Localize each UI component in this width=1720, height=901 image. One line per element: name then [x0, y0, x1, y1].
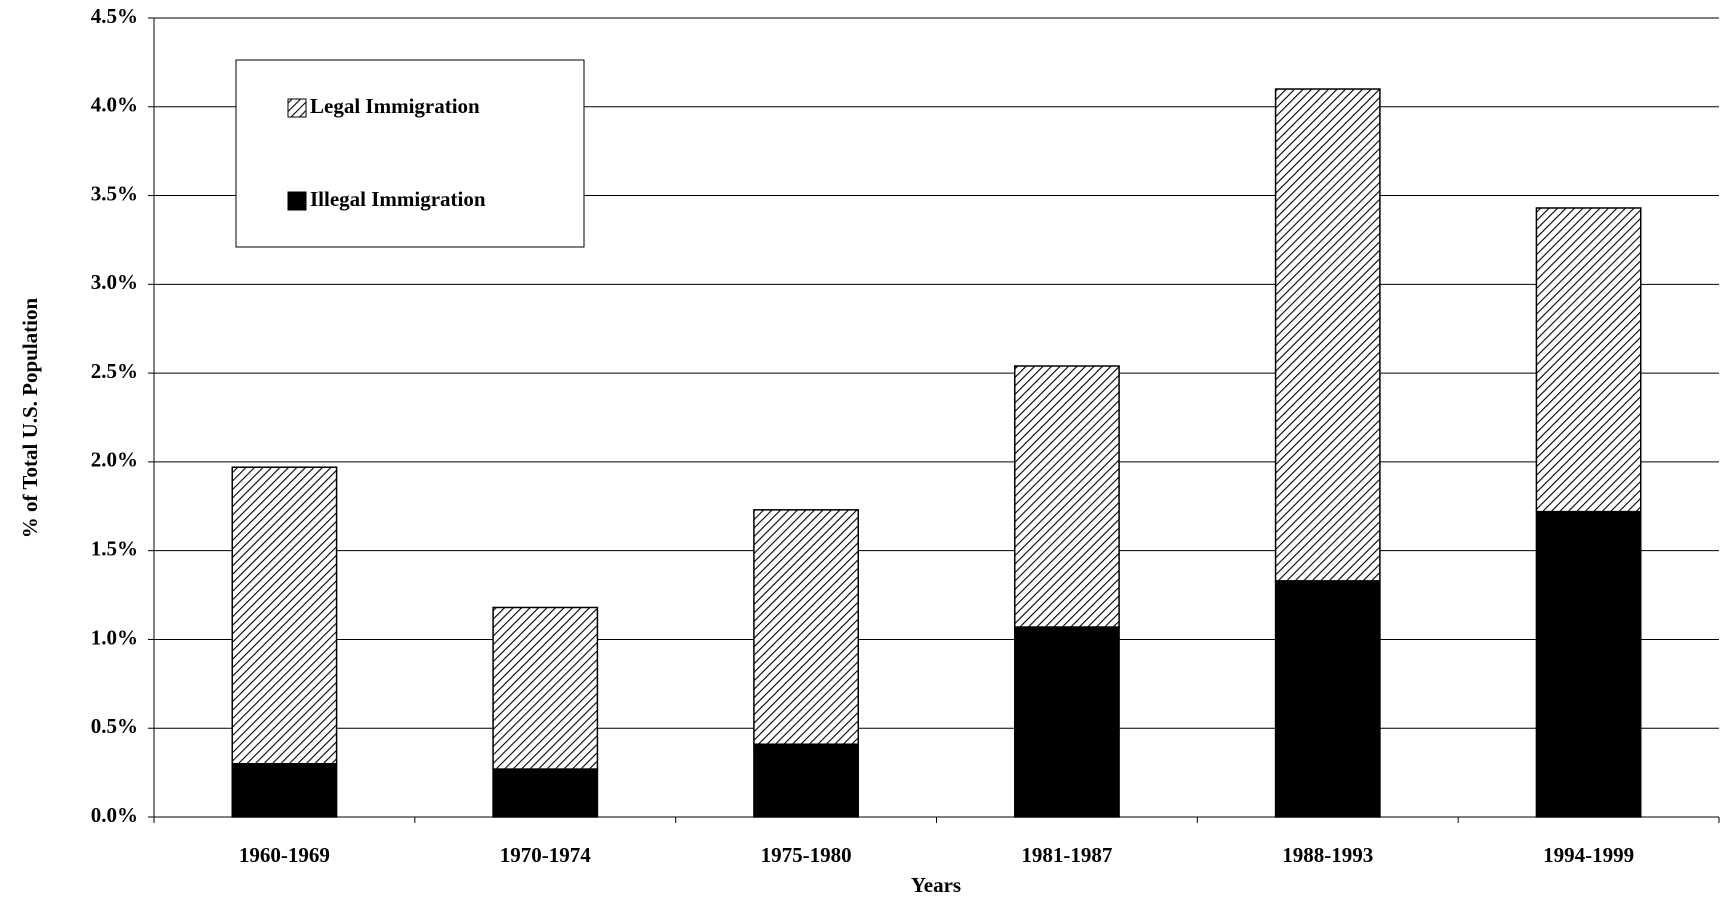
bar-segment — [1274, 580, 1381, 818]
legend-label: Legal Immigration — [310, 94, 480, 118]
y-tick-label: 4.5% — [91, 4, 138, 28]
bar-segment — [1535, 510, 1642, 818]
bar-segment — [492, 768, 599, 818]
x-tick-label: 1994-1999 — [1543, 843, 1634, 867]
y-tick-label: 1.5% — [91, 536, 138, 560]
x-tick-label: 1975-1980 — [761, 843, 852, 867]
y-tick-label: 2.0% — [91, 448, 138, 472]
bar-segment — [1014, 365, 1120, 628]
y-tick-label: 0.0% — [91, 803, 138, 827]
y-tick-label: 2.5% — [91, 359, 138, 383]
legend-box — [235, 59, 585, 248]
y-tick-label: 3.5% — [91, 181, 138, 205]
legend-swatch — [287, 191, 307, 211]
bar-segment — [1014, 626, 1120, 818]
legend-swatch — [287, 98, 307, 118]
bar-segment — [1535, 207, 1642, 513]
x-tick-label: 1981-1987 — [1021, 843, 1112, 867]
bar-segment — [1274, 88, 1381, 582]
x-tick-label: 1970-1974 — [500, 843, 591, 867]
y-axis-label: % of Total U.S. Population — [18, 297, 42, 538]
y-tick-label: 1.0% — [91, 625, 138, 649]
bar-segment — [753, 743, 860, 818]
y-tick-label: 4.0% — [91, 93, 138, 117]
x-axis-label: Years — [911, 873, 961, 897]
x-tick-label: 1960-1969 — [239, 843, 330, 867]
bar-segment — [231, 762, 338, 818]
bar-segment — [753, 509, 860, 745]
bar-segment — [231, 466, 338, 765]
y-tick-label: 3.0% — [91, 270, 138, 294]
x-tick-label: 1988-1993 — [1282, 843, 1373, 867]
legend-label: Illegal Immigration — [310, 187, 486, 211]
bar-segment — [492, 606, 599, 770]
y-tick-label: 0.5% — [91, 714, 138, 738]
